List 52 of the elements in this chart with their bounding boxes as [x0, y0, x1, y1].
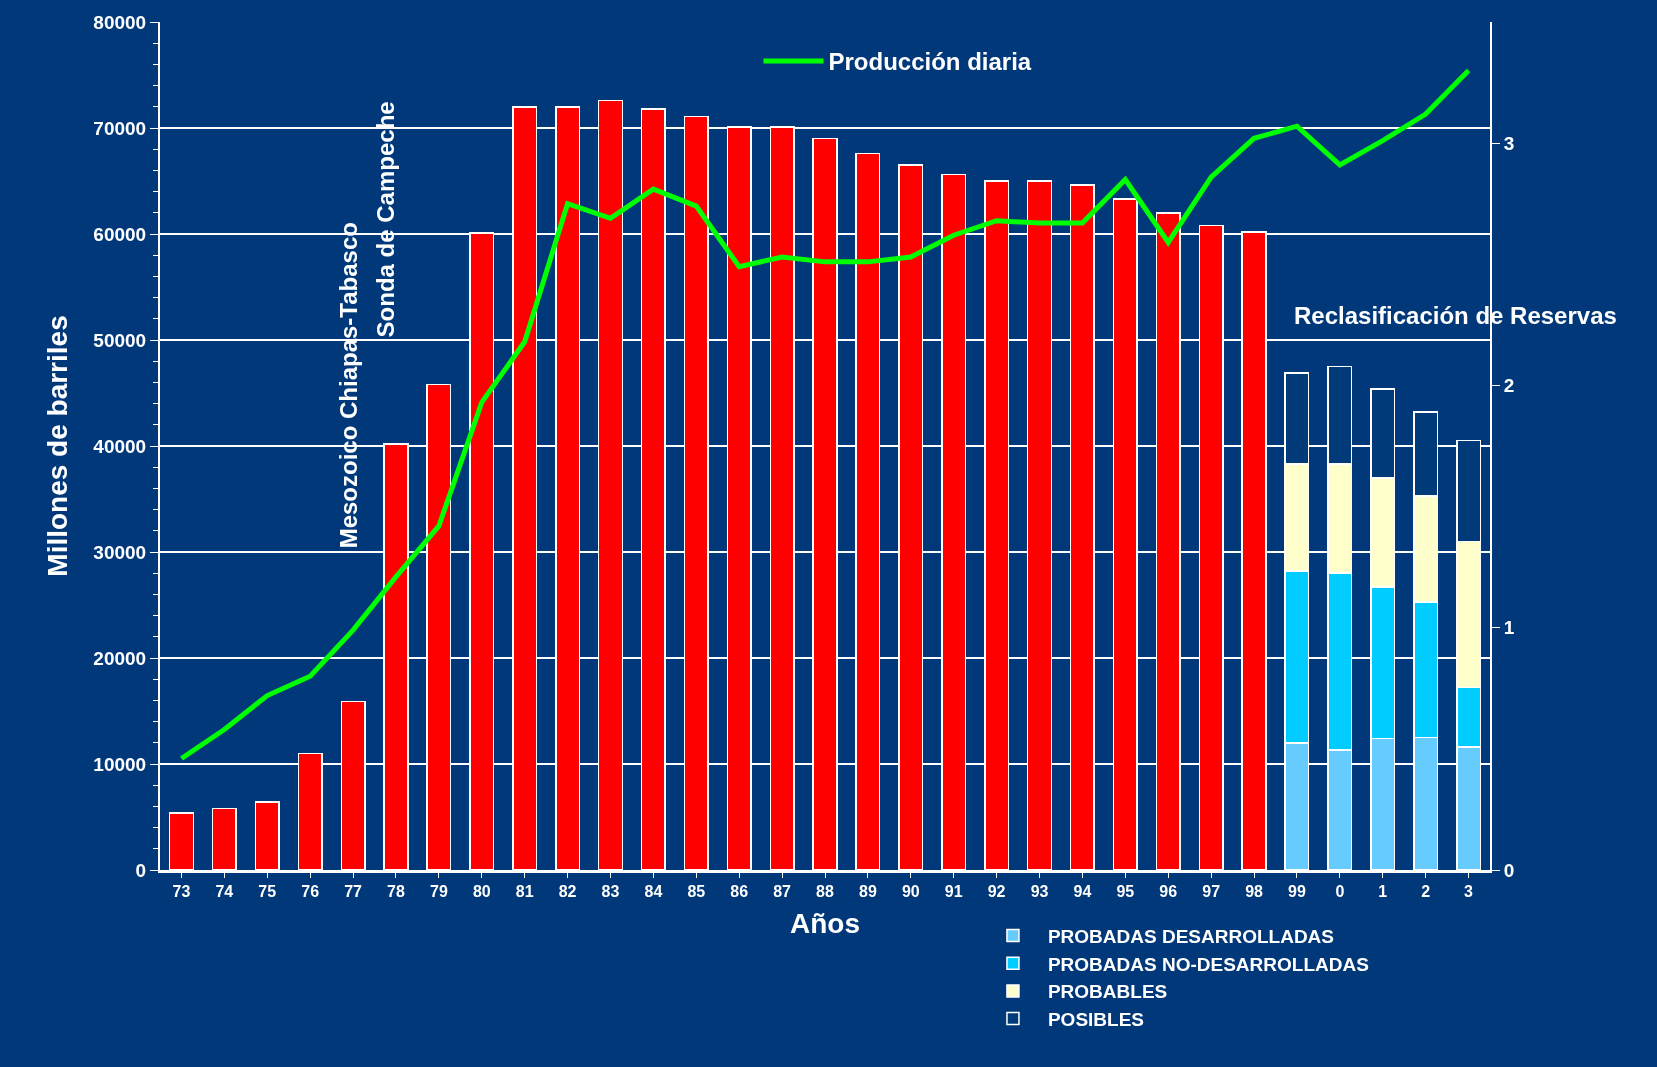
x-tick-label: 83: [601, 883, 620, 901]
legend-label: PROBABLES: [1047, 981, 1168, 1003]
y-axis-title: Millones de barriles: [41, 315, 73, 577]
legend-label: PROBADAS NO-DESARROLLADAS: [1047, 953, 1369, 975]
y2-tick-label: 3: [1503, 132, 1515, 154]
x-tick-label: 98: [1245, 883, 1264, 901]
y-tick-label: 20000: [93, 647, 147, 669]
x-tick-label: 88: [816, 883, 834, 901]
y-tick-label: 10000: [93, 753, 147, 775]
x-tick-label: 3: [1464, 883, 1474, 901]
y-tick-label: 80000: [93, 11, 147, 33]
x-tick-label: 94: [1073, 883, 1092, 901]
y-tick-label: 30000: [93, 541, 147, 563]
x-tick-label: 91: [944, 883, 963, 901]
y2-tick-label: 1: [1503, 617, 1515, 639]
x-tick-label: 80: [472, 883, 491, 901]
legend-label: Producción diaria: [828, 48, 1032, 76]
x-tick-label: 96: [1159, 883, 1178, 901]
x-tick-label: 76: [301, 883, 320, 901]
x-tick-label: 86: [730, 883, 749, 901]
x-tick-label: 87: [773, 883, 792, 901]
x-tick-label: 78: [387, 883, 405, 901]
x-tick-label: 77: [344, 883, 363, 901]
y-tick-label: 50000: [93, 329, 147, 351]
y-tick-label: 70000: [93, 117, 147, 139]
x-tick-label: 95: [1116, 883, 1135, 901]
x-tick-label: 82: [558, 883, 577, 901]
y-tick-label: 40000: [93, 435, 147, 457]
x-tick-label: 1: [1378, 883, 1388, 901]
x-tick-label: 90: [901, 883, 920, 901]
x-tick-label: 97: [1202, 883, 1221, 901]
legend-label: PROBADAS DESARROLLADAS: [1047, 925, 1335, 947]
x-tick-label: 85: [687, 883, 706, 901]
x-tick-label: 81: [515, 883, 534, 901]
x-tick-label: 92: [987, 883, 1006, 901]
x-tick-label: 93: [1030, 883, 1049, 901]
y-tick-label: 0: [135, 859, 147, 881]
x-tick-label: 79: [429, 883, 448, 901]
legend-label: POSIBLES: [1047, 1009, 1145, 1030]
x-tick-label: 89: [859, 883, 877, 901]
x-axis-title: Años: [790, 908, 860, 940]
x-tick-label: 73: [172, 883, 191, 901]
x-tick-label: 74: [215, 883, 234, 901]
x-tick-label: 75: [258, 883, 277, 901]
y2-tick-label: 2: [1503, 375, 1515, 397]
x-tick-label: 0: [1335, 883, 1345, 901]
x-tick-label: 99: [1288, 883, 1306, 901]
y2-tick-label: 0: [1503, 859, 1515, 881]
annotation: Mesozoico Chiapas-Tabasco: [335, 222, 363, 549]
x-tick-label: 84: [644, 883, 663, 901]
y-tick-label: 60000: [93, 223, 147, 245]
x-tick-label: 2: [1421, 883, 1431, 901]
